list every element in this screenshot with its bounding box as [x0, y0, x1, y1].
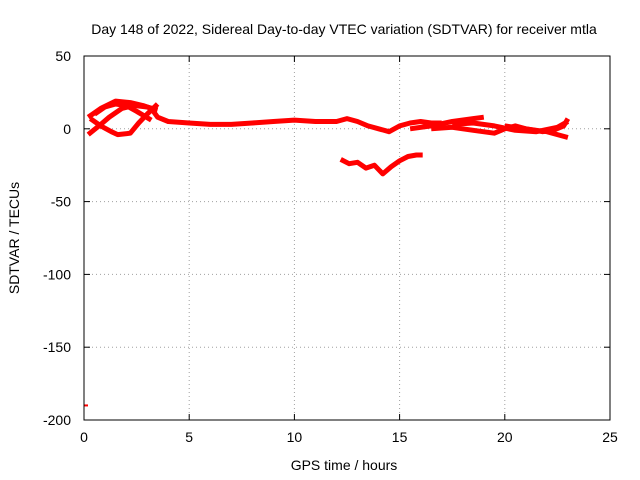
x-tick-label: 0 [80, 429, 88, 445]
y-tick-label: 0 [63, 121, 71, 137]
series-arc-loop-c [93, 101, 153, 123]
x-tick-label: 10 [287, 429, 303, 445]
x-axis-label: GPS time / hours [291, 457, 398, 473]
y-tick-label: -200 [43, 412, 71, 428]
y-tick-label: -50 [51, 194, 71, 210]
x-tick-label: 20 [497, 429, 513, 445]
series-arc-late-4 [504, 117, 571, 135]
grid-lines [84, 56, 610, 420]
axis-ticks [83, 55, 611, 421]
series-arc-late-1 [409, 114, 485, 132]
y-axis-label: SDTVAR / TECUs [6, 182, 22, 294]
chart-title: Day 148 of 2022, Sidereal Day-to-day VTE… [91, 21, 597, 37]
x-tick-label: 5 [185, 429, 193, 445]
y-tick-label: -150 [43, 339, 71, 355]
series-arc-dip [339, 152, 423, 177]
y-tick-label: 50 [55, 48, 71, 64]
data-series [84, 98, 571, 407]
x-tick-label: 15 [392, 429, 408, 445]
tick-labels: 0 5 10 15 20 25 -200 -150 -100 -50 0 50 [43, 48, 618, 445]
y-tick-label: -100 [43, 266, 71, 282]
plot-frame [83, 55, 611, 421]
series-arc-loop-b [86, 103, 159, 137]
x-tick-label: 25 [602, 429, 618, 445]
